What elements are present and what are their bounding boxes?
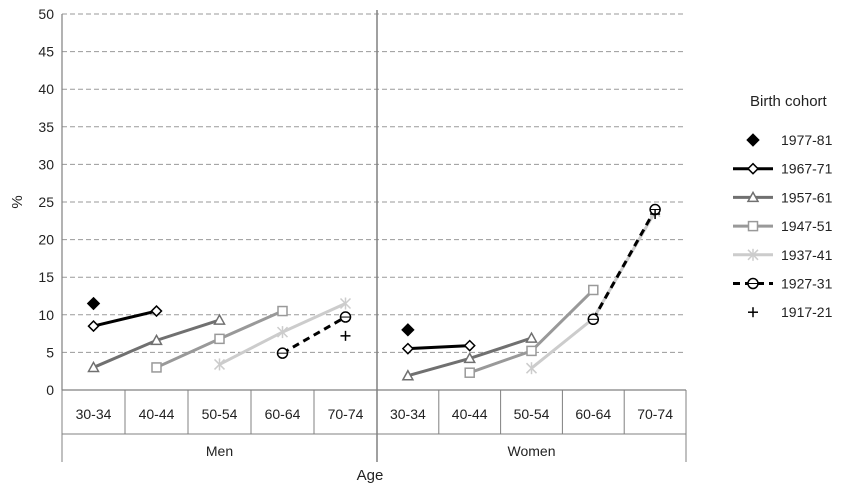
point-1927-31-men-70-74	[339, 311, 352, 323]
series-1917-21	[340, 209, 661, 341]
x-tick-women-40-44: 40-44	[452, 406, 488, 422]
x-tick-men-40-44: 40-44	[139, 406, 175, 422]
legend-marker-1947-51	[747, 220, 759, 232]
y-tick-50: 50	[38, 6, 54, 22]
series-line-1967-71-men	[93, 309, 157, 328]
point-1967-71-women-40-44	[463, 339, 476, 352]
series-group	[86, 203, 661, 381]
point-1947-51-men-50-54	[214, 333, 225, 345]
x-tick-men-50-54: 50-54	[202, 406, 238, 422]
series-1927-31	[276, 203, 661, 359]
legend-label-1917-21: 1917-21	[781, 304, 833, 320]
point-1937-41-women-50-54	[525, 362, 538, 375]
legend-item-1947-51: 1947-51	[733, 218, 833, 234]
legend-marker-1937-41	[747, 248, 759, 261]
point-1927-31-women-60-64	[587, 313, 600, 326]
point-1947-51-men-40-44	[151, 362, 162, 373]
legend: Birth cohort 1977-81 1967-71 1957-61 1947-5…	[733, 93, 833, 320]
legend-item-1927-31: 1927-31	[733, 276, 833, 292]
x-tick-men-30-34: 30-34	[76, 406, 112, 422]
point-1917-21-women-70-74	[650, 209, 661, 220]
point-1957-61-women-50-54	[525, 331, 538, 343]
legend-label-1947-51: 1947-51	[781, 218, 833, 234]
x-tick-women-50-54: 50-54	[514, 406, 550, 422]
legend-label-1957-61: 1957-61	[781, 189, 833, 205]
point-1957-61-men-40-44	[150, 333, 163, 346]
x-tick-women-30-34: 30-34	[390, 406, 426, 422]
y-tick-30: 30	[38, 156, 54, 172]
point-1937-41-men-70-74	[339, 297, 352, 310]
legend-marker-1927-31	[747, 277, 759, 290]
y-tick-20: 20	[38, 232, 54, 248]
legend-item-1917-21: 1917-21	[748, 304, 833, 320]
group-label-women: Women	[508, 443, 556, 459]
x-tick-men-60-64: 60-64	[265, 406, 301, 422]
series-line-1967-71-women	[407, 344, 470, 351]
point-1917-21-men-70-74	[340, 330, 351, 341]
point-1947-51-women-60-64	[588, 284, 599, 296]
y-tick-10: 10	[38, 307, 54, 323]
legend-label-1937-41: 1937-41	[781, 247, 833, 263]
point-1957-61-men-50-54	[213, 313, 226, 325]
point-1947-51-men-60-64	[277, 305, 288, 317]
legend-item-1957-61: 1957-61	[733, 189, 833, 205]
y-tick-5: 5	[46, 344, 54, 360]
legend-item-1937-41: 1937-41	[733, 247, 833, 263]
series-1957-61	[87, 313, 538, 381]
legend-label-1927-31: 1927-31	[781, 276, 833, 292]
point-1957-61-men-30-34	[87, 360, 100, 373]
point-1977-81-women-30-34	[401, 323, 415, 337]
point-1957-61-women-40-44	[463, 351, 476, 364]
y-tick-40: 40	[38, 81, 54, 97]
y-tick-labels: 0 5 10 15 20 25 30 35 40 45 50	[38, 6, 54, 398]
point-1947-51-women-50-54	[526, 345, 537, 357]
y-tick-35: 35	[38, 119, 54, 135]
series-line-1927-31-men	[281, 315, 347, 355]
y-tick-0: 0	[46, 382, 54, 398]
group-label-men: Men	[206, 443, 233, 459]
point-1937-41-men-50-54	[213, 358, 226, 371]
point-1977-81-men-30-34	[86, 296, 101, 311]
legend-item-1967-71: 1967-71	[733, 161, 833, 177]
x-tick-men-70-74: 70-74	[328, 406, 364, 422]
y-tick-25: 25	[38, 194, 54, 210]
x-tick-women-70-74: 70-74	[637, 406, 673, 422]
point-1967-71-men-40-44	[150, 304, 163, 318]
point-1947-51-women-40-44	[464, 367, 475, 378]
legend-marker-1967-71	[746, 162, 760, 175]
legend-label-1977-81: 1977-81	[781, 132, 833, 148]
point-1957-61-women-30-34	[401, 369, 415, 381]
legend-marker-1977-81	[746, 133, 760, 147]
legend-item-1977-81: 1977-81	[746, 132, 833, 148]
axes	[61, 10, 687, 462]
series-1977-81	[86, 296, 415, 337]
legend-marker-1957-61	[746, 190, 760, 203]
legend-title: Birth cohort	[750, 93, 828, 110]
y-tick-45: 45	[38, 44, 54, 60]
series-line-1947-51-women	[469, 288, 595, 375]
series-1947-51	[151, 284, 599, 378]
series-1967-71	[87, 304, 476, 355]
x-tick-labels: 30-34 40-44 50-54 60-64 70-74 Men 30-34 40-44 50…	[76, 406, 674, 459]
point-1967-71-women-30-34	[401, 342, 414, 355]
legend-label-1967-71: 1967-71	[781, 161, 833, 177]
point-1927-31-men-60-64	[276, 347, 289, 359]
gridlines	[62, 13, 686, 353]
point-1937-41-men-60-64	[276, 326, 289, 339]
y-tick-15: 15	[38, 269, 54, 285]
x-axis-title: Age	[357, 467, 384, 484]
x-tick-women-60-64: 60-64	[575, 406, 611, 422]
legend-marker-1917-21	[748, 307, 758, 318]
point-1967-71-men-30-34	[87, 320, 100, 333]
y-axis-title: %	[9, 195, 26, 208]
series-line-1927-31-women	[591, 208, 657, 321]
